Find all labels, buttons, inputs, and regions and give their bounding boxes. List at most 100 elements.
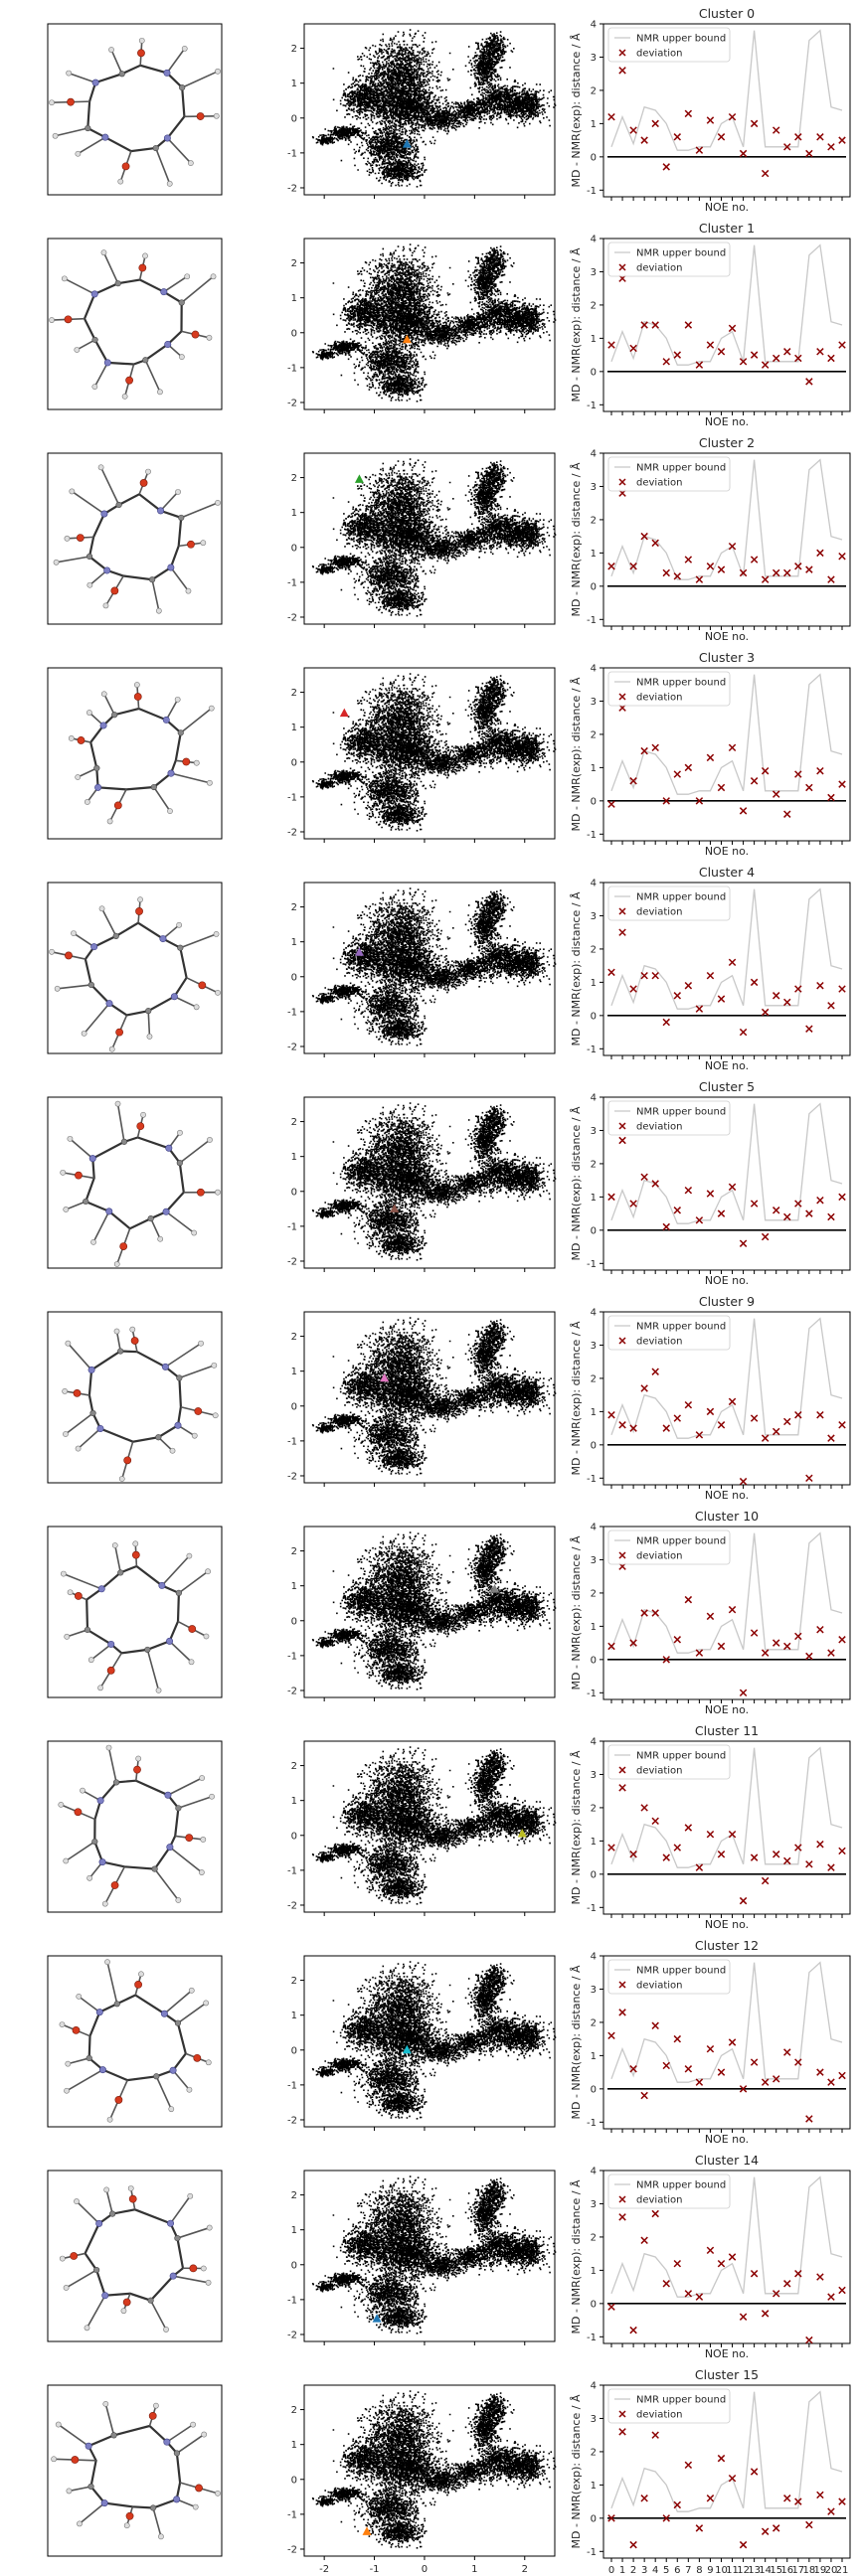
deviation-point: [673, 1636, 682, 1644]
y-axis-label: MD - NMR(exp): distance / Å: [570, 462, 583, 616]
atom-hydrogen: [74, 2198, 80, 2204]
deviation-point: [717, 995, 726, 1003]
deviation-point: [827, 1002, 835, 1010]
deviation-point: [816, 1625, 824, 1634]
atom-hydrogen: [191, 1432, 198, 1439]
y-tick-label: -1: [587, 2547, 597, 2558]
deviation-point: [673, 133, 682, 141]
atom-hydrogen: [157, 389, 163, 396]
legend-upper-bound-label: NMR upper bound: [636, 248, 726, 259]
y-tick-label: -1: [287, 2295, 297, 2306]
cluster-marker: [354, 474, 364, 483]
deviation-point: [728, 542, 737, 551]
atom-carbon: [173, 2450, 181, 2457]
atom-hydrogen: [166, 180, 173, 187]
atom-nitrogen: [170, 993, 178, 1001]
y-tick-label: 0: [291, 1401, 297, 1412]
y-tick-label: 1: [591, 334, 597, 345]
cluster-row: -2 -1 0 1 2 Cluster 10 -1 0 1 2 3 4 NOE no. MD - NMR(…: [47, 1509, 851, 1716]
landscape-panel: -2 -1 0 1 2: [287, 882, 557, 1057]
atom-oxygen: [106, 1666, 115, 1675]
y-tick-label: 4: [591, 449, 597, 460]
y-tick-label: 1: [291, 1581, 297, 1592]
atom-hydrogen: [142, 252, 148, 259]
atom-hydrogen: [102, 602, 109, 609]
atom-carbon: [111, 712, 118, 719]
atom-hydrogen: [86, 1874, 93, 1881]
y-tick-label: 3: [591, 697, 597, 708]
upper-bound-line: [610, 2175, 843, 2298]
molecule-sidechain: [77, 767, 97, 778]
deviation-point: [761, 1434, 770, 1442]
deviation-point: [684, 556, 693, 564]
atom-nitrogen: [173, 2496, 181, 2503]
landscape-panel: -2 -1 0 1 2: [287, 452, 557, 628]
y-tick-label: 1: [291, 1367, 297, 1377]
atom-hydrogen: [158, 2533, 164, 2540]
atom-oxygen: [189, 2264, 198, 2273]
atom-carbon: [117, 1348, 124, 1355]
atom-hydrogen: [155, 1687, 162, 1693]
landscape-cloud: [311, 1317, 557, 1476]
y-tick-label: 4: [591, 664, 597, 675]
atom-carbon: [176, 1160, 183, 1167]
atom-hydrogen: [52, 132, 59, 139]
y-tick-label: 2: [291, 688, 297, 699]
deviation-point: [706, 1407, 715, 1416]
deviation-point: [783, 1642, 791, 1651]
y-tick-label: 0: [291, 328, 297, 339]
deviation-point: [838, 2071, 846, 2080]
atom-hydrogen: [177, 1129, 183, 1136]
landscape-panel: -2 -1 0 1 2: [287, 1955, 557, 2131]
x-axis-label: NOE no.: [705, 2133, 749, 2146]
molecule-sidechain: [71, 490, 105, 515]
molecule-sidechain: [178, 1570, 209, 1594]
deviation-point: [640, 2236, 648, 2245]
y-tick-label: 2: [591, 729, 597, 740]
cluster-marker: [390, 1204, 400, 1212]
molecule-panel: [47, 1096, 223, 1269]
deviation-point: [816, 982, 824, 990]
legend-box: [607, 671, 731, 707]
atom-carbon: [91, 336, 98, 344]
y-tick-label: 0: [591, 1011, 597, 1022]
atom-hydrogen: [153, 2402, 159, 2409]
deviation-point: [827, 1212, 835, 1221]
atom-nitrogen: [103, 359, 111, 367]
y-tick-label: -1: [587, 186, 597, 197]
molecule-sidechain: [69, 2486, 91, 2493]
molecule-sidechain: [76, 339, 95, 351]
atom-hydrogen: [102, 2400, 109, 2407]
molecule-sidechain: [173, 2275, 209, 2284]
atom-hydrogen: [188, 1659, 195, 1666]
noe-panel: Cluster 5 -1 0 1 2 3 4 NOE no. MD - NMR(exp): di…: [570, 1079, 851, 1287]
deviation-point: [750, 1629, 759, 1637]
molecule-sidechain: [105, 2189, 113, 2214]
atom-carbon: [151, 1865, 158, 1872]
deviation-point: [739, 358, 748, 366]
noe-panel: Cluster 4 -1 0 1 2 3 4 NOE no. MD - NMR(exp): di…: [570, 865, 851, 1072]
deviation-point: [640, 321, 648, 329]
atom-hydrogen: [77, 2520, 83, 2527]
chart-title: Cluster 1: [699, 221, 755, 236]
molecule-sidechain: [157, 1436, 174, 1452]
atom-carbon: [109, 2210, 116, 2217]
atom-carbon: [177, 944, 184, 951]
deviation-point: [618, 1421, 626, 1429]
legend-deviation-label: deviation: [636, 1551, 682, 1562]
molecule-frame: [47, 238, 223, 410]
deviation-point: [695, 797, 704, 805]
molecule-sidechain: [115, 1331, 121, 1352]
x-tick-label: 7: [685, 2565, 691, 2576]
deviation-point: [706, 341, 715, 349]
legend-upper-bound-label: NMR upper bound: [636, 892, 726, 903]
atom-hydrogen: [212, 1412, 219, 1419]
deviation-point: [684, 2065, 693, 2073]
atom-hydrogen: [135, 1755, 142, 1762]
atom-carbon: [175, 1589, 182, 1597]
molecule-sidechain: [153, 1868, 179, 1901]
atom-hydrogen: [211, 1362, 218, 1368]
atom-hydrogen: [200, 2265, 207, 2272]
cluster-row: -2 -1 0 1 2 Cluster 3 -1 0 1 2 3 4 NOE no. MD - NMR(e…: [47, 650, 851, 858]
molecule-sidechain: [65, 1201, 86, 1210]
